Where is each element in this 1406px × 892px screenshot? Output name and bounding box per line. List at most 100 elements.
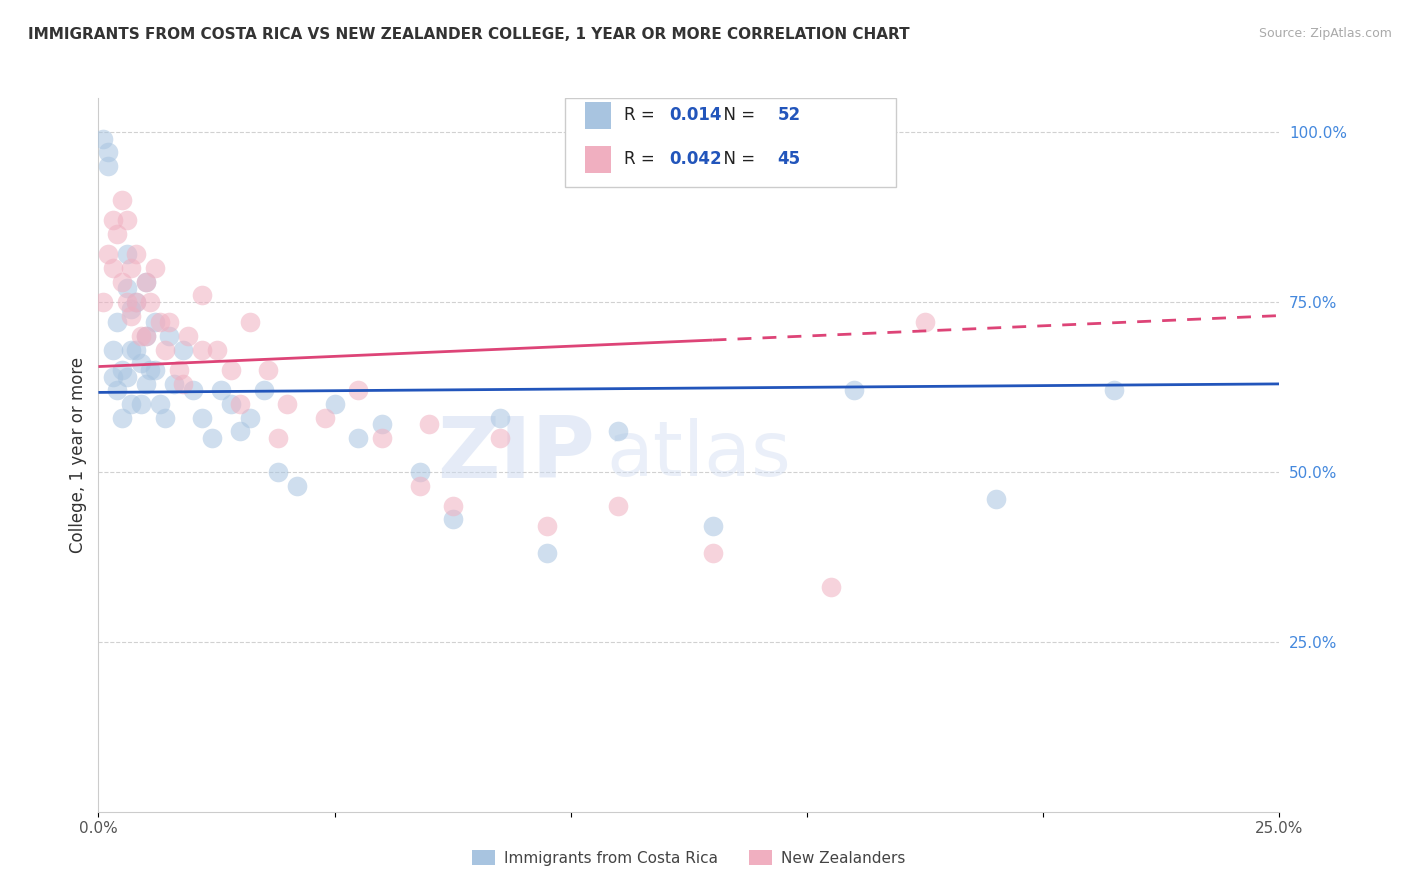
Bar — [585, 102, 612, 128]
Point — [157, 315, 180, 329]
Point — [536, 546, 558, 560]
Point — [125, 295, 148, 310]
Point — [201, 431, 224, 445]
Point — [253, 384, 276, 398]
Text: 0.014: 0.014 — [669, 106, 721, 124]
Point — [121, 309, 143, 323]
Text: N =: N = — [713, 106, 759, 124]
Point — [143, 363, 166, 377]
Point — [489, 410, 512, 425]
Point — [536, 519, 558, 533]
Point — [219, 363, 242, 377]
Point — [181, 384, 204, 398]
Point — [129, 356, 152, 370]
Point — [135, 329, 157, 343]
Point — [111, 275, 134, 289]
Point — [153, 410, 176, 425]
Point — [125, 247, 148, 261]
Point — [441, 499, 464, 513]
Text: R =: R = — [624, 151, 659, 169]
Point — [101, 343, 124, 357]
Point — [115, 281, 138, 295]
Point — [115, 369, 138, 384]
Point — [347, 431, 370, 445]
Point — [239, 410, 262, 425]
Point — [121, 301, 143, 316]
Point — [844, 384, 866, 398]
Point — [323, 397, 346, 411]
Point — [229, 397, 252, 411]
Point — [191, 343, 214, 357]
Point — [135, 329, 157, 343]
Point — [97, 145, 120, 160]
Point — [172, 376, 194, 391]
Point — [984, 492, 1007, 507]
Point — [267, 465, 290, 479]
Point — [121, 397, 143, 411]
Point — [115, 295, 138, 310]
Text: R =: R = — [624, 106, 659, 124]
Legend: Immigrants from Costa Rica, New Zealanders: Immigrants from Costa Rica, New Zealande… — [467, 844, 911, 871]
Point — [820, 581, 842, 595]
Point — [205, 343, 228, 357]
Point — [139, 295, 162, 310]
Point — [149, 397, 172, 411]
Point — [143, 260, 166, 275]
Point — [371, 431, 394, 445]
Point — [149, 315, 172, 329]
Point — [408, 478, 430, 492]
Y-axis label: College, 1 year or more: College, 1 year or more — [69, 357, 87, 553]
Point — [91, 132, 114, 146]
Point — [129, 397, 152, 411]
Point — [143, 315, 166, 329]
Point — [1102, 384, 1125, 398]
Point — [702, 546, 724, 560]
Point — [209, 384, 232, 398]
Point — [177, 329, 200, 343]
Point — [418, 417, 440, 432]
Point — [101, 369, 124, 384]
Point — [191, 288, 214, 302]
Point — [314, 410, 336, 425]
Point — [191, 410, 214, 425]
Point — [276, 397, 298, 411]
Point — [111, 193, 134, 207]
Point — [101, 213, 124, 227]
Point — [105, 227, 128, 241]
Text: ZIP: ZIP — [437, 413, 595, 497]
Point — [607, 424, 630, 438]
Text: 52: 52 — [778, 106, 800, 124]
Point — [219, 397, 242, 411]
Point — [441, 512, 464, 526]
Point — [172, 343, 194, 357]
Point — [489, 431, 512, 445]
Point — [121, 343, 143, 357]
Point — [97, 159, 120, 173]
Point — [285, 478, 308, 492]
Point — [129, 329, 152, 343]
Point — [163, 376, 186, 391]
Text: IMMIGRANTS FROM COSTA RICA VS NEW ZEALANDER COLLEGE, 1 YEAR OR MORE CORRELATION : IMMIGRANTS FROM COSTA RICA VS NEW ZEALAN… — [28, 27, 910, 42]
Text: 0.042: 0.042 — [669, 151, 721, 169]
Point — [408, 465, 430, 479]
Point — [371, 417, 394, 432]
Point — [97, 247, 120, 261]
Point — [121, 260, 143, 275]
Point — [153, 343, 176, 357]
FancyBboxPatch shape — [565, 98, 896, 187]
Point — [135, 376, 157, 391]
Point — [135, 275, 157, 289]
Point — [105, 315, 128, 329]
Text: atlas: atlas — [606, 418, 792, 491]
Point — [91, 295, 114, 310]
Point — [702, 519, 724, 533]
Point — [111, 363, 134, 377]
Text: N =: N = — [713, 151, 759, 169]
Point — [157, 329, 180, 343]
Point — [257, 363, 280, 377]
Point — [347, 384, 370, 398]
Point — [135, 275, 157, 289]
Point — [267, 431, 290, 445]
Point — [115, 213, 138, 227]
Point — [115, 247, 138, 261]
